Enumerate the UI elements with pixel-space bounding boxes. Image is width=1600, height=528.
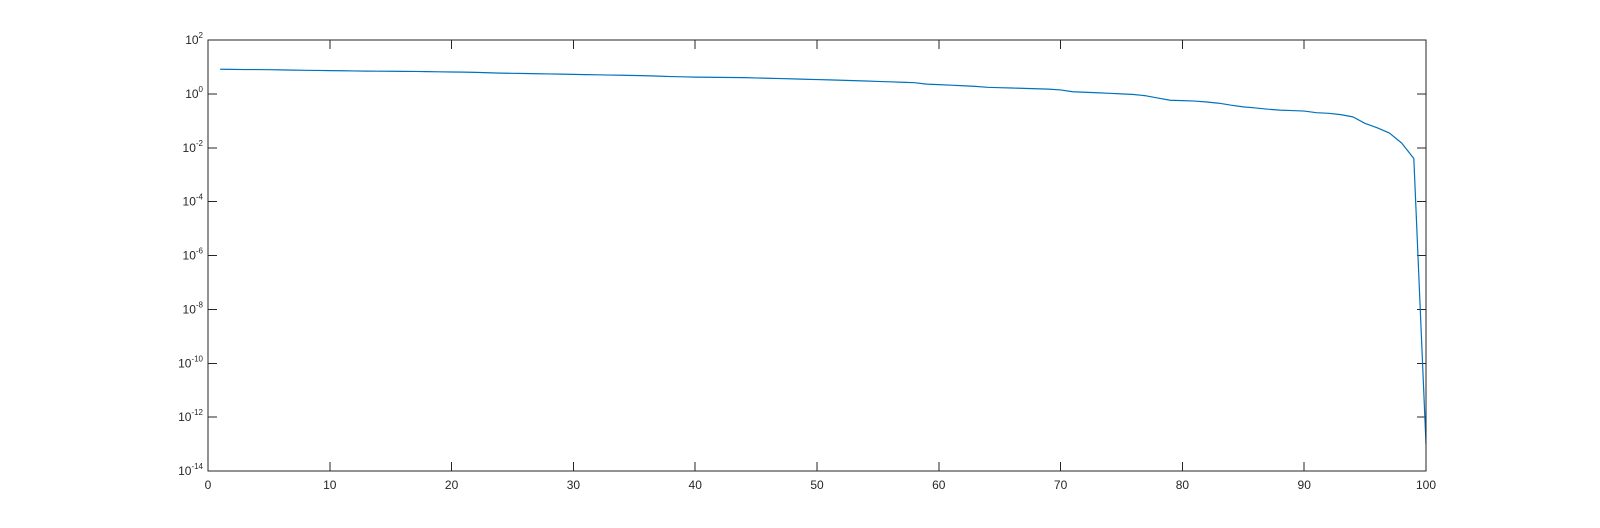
x-tick-label: 90 xyxy=(1298,478,1312,492)
x-tick-label: 100 xyxy=(1416,478,1436,492)
axes-box xyxy=(207,39,1427,472)
y-tick-label: 100 xyxy=(185,85,203,101)
series-line xyxy=(220,68,1427,445)
y-tick-label: 10-2 xyxy=(183,139,204,155)
y-tick-label: 10-4 xyxy=(183,193,204,209)
y-tick-label: 102 xyxy=(185,31,203,47)
y-tick-label: 10-8 xyxy=(183,300,204,316)
x-tick-label: 60 xyxy=(932,478,946,492)
axis-ticks xyxy=(207,39,1427,472)
y-tick-label: 10-6 xyxy=(183,247,204,263)
x-tick-label: 80 xyxy=(1176,478,1190,492)
x-tick-label: 20 xyxy=(445,478,459,492)
x-tick-label: 70 xyxy=(1054,478,1068,492)
plot-series xyxy=(220,68,1427,445)
x-tick-label: 50 xyxy=(810,478,824,492)
x-tick-label: 30 xyxy=(567,478,581,492)
x-tick-label: 0 xyxy=(205,478,212,492)
axis-tick-labels: 0 10 20 30 40 50 60 70 80 90 100 102 100 10-2 10-4 10-6… xyxy=(178,31,1436,492)
x-tick-label: 10 xyxy=(323,478,337,492)
y-tick-label: 10-14 xyxy=(178,462,203,478)
x-tick-label: 40 xyxy=(689,478,703,492)
y-tick-label: 10-12 xyxy=(178,408,203,424)
y-tick-label: 10-10 xyxy=(178,354,203,370)
